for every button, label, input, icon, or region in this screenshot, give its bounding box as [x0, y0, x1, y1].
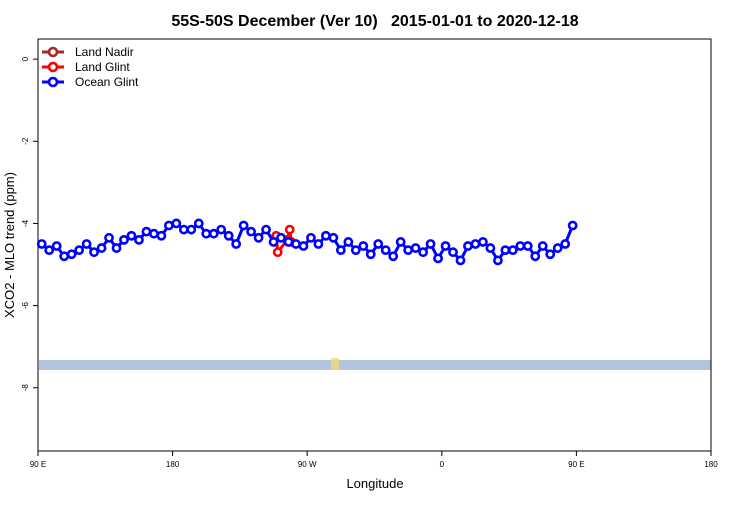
series-point [522, 241, 533, 251]
series-point [380, 245, 391, 256]
legend-marker [47, 61, 59, 73]
series-point [515, 241, 526, 251]
series-point [178, 224, 189, 235]
series-point [149, 228, 159, 239]
series-point [253, 232, 264, 243]
series-point [552, 243, 563, 253]
series-point [96, 243, 107, 253]
series-point [66, 249, 77, 260]
series-point [343, 237, 354, 247]
series-point [111, 243, 122, 253]
series-point [335, 245, 346, 256]
series-point [567, 220, 578, 231]
series-point [261, 224, 271, 235]
series-point [425, 239, 436, 249]
series-point [492, 255, 503, 266]
series-point [365, 249, 376, 260]
series-point [246, 226, 257, 237]
series-point [81, 239, 92, 249]
series-point [193, 218, 204, 229]
x-tick-label: 90 E [30, 460, 46, 469]
series-point [448, 247, 458, 258]
series-point [403, 245, 414, 256]
series-point [126, 230, 137, 241]
legend-label: Land Glint [75, 60, 130, 74]
series-point [216, 224, 227, 235]
series-point [284, 224, 295, 235]
y-tick-label: -4 [21, 219, 30, 227]
chart-title: 55S-50S December (Ver 10) 2015-01-01 to … [171, 13, 578, 30]
series-point [223, 230, 234, 241]
series-point [306, 232, 316, 243]
legend-marker [47, 46, 59, 58]
y-tick-label: -6 [21, 301, 30, 309]
series-point [418, 247, 429, 258]
series-point [320, 230, 331, 241]
series-point [530, 251, 541, 262]
series-point [350, 245, 361, 256]
x-tick-label: 90 E [568, 460, 584, 469]
series-point [231, 239, 242, 249]
series-point [186, 224, 197, 235]
x-tick-label: 180 [704, 460, 718, 469]
y-axis-label: XCO2 - MLO trend (ppm) [2, 172, 17, 318]
series-point [44, 245, 55, 256]
series-point [291, 239, 301, 249]
series-point [276, 232, 286, 243]
legend-marker [47, 76, 59, 88]
legend-label: Land Nadir [75, 45, 134, 59]
series-point [156, 230, 167, 241]
series-point [433, 253, 443, 264]
y-tick-label: 0 [21, 56, 30, 61]
series-point [313, 239, 324, 249]
x-tick-label: 90 W [298, 460, 317, 469]
series-point [537, 241, 548, 251]
series-point [500, 245, 511, 256]
series-point [119, 234, 129, 245]
series-point [163, 220, 174, 231]
series-point [373, 239, 384, 249]
x-axis-label: Longitude [346, 476, 403, 491]
series-point [560, 239, 571, 249]
series-point [388, 251, 399, 262]
y-tick-label: -8 [21, 384, 30, 392]
series-point [208, 228, 219, 239]
series-point [455, 255, 466, 266]
series-point [104, 232, 114, 243]
series-point [89, 247, 99, 258]
series-point [440, 241, 451, 251]
x-tick-label: 0 [440, 460, 445, 469]
surface-strip [39, 360, 711, 370]
series-point [545, 249, 556, 260]
legend-label: Ocean Glint [75, 75, 139, 89]
series-point [59, 251, 70, 262]
series-point [36, 239, 47, 249]
series-point [328, 232, 339, 243]
series-point [238, 220, 249, 231]
series-point [201, 228, 212, 239]
series-point [272, 247, 283, 258]
x-tick-label: 180 [166, 460, 180, 469]
series-point [74, 245, 85, 256]
series-point [507, 245, 518, 256]
series-point [470, 239, 481, 249]
series-point [141, 226, 152, 237]
series-point [463, 241, 473, 251]
series-point [171, 218, 182, 229]
y-tick-label: -2 [21, 137, 30, 145]
series-point [358, 241, 369, 251]
series-point [395, 237, 406, 247]
series-point [410, 243, 421, 253]
series-point [485, 243, 496, 253]
series-point [268, 237, 279, 247]
series-point [478, 237, 488, 247]
series-point [134, 234, 144, 245]
series-point [283, 237, 294, 247]
series-point [298, 241, 309, 251]
series-point [51, 241, 62, 251]
surface-strip-land [331, 358, 339, 370]
